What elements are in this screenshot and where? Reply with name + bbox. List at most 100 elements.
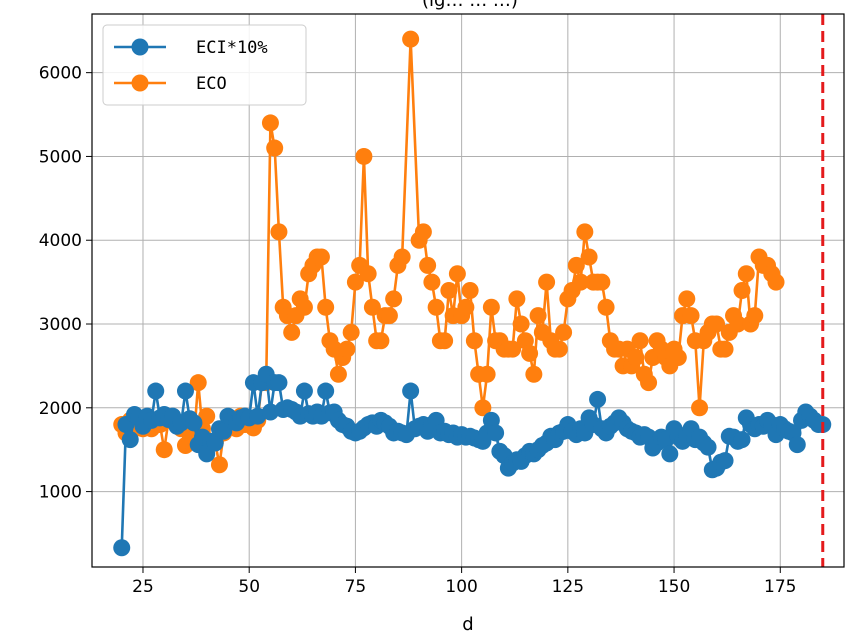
x-tick-label: 50 (238, 577, 260, 597)
data-point (312, 248, 330, 266)
data-point (261, 403, 279, 421)
data-point (261, 114, 279, 132)
data-point (640, 374, 658, 392)
data-point (414, 223, 432, 241)
legend-box (102, 24, 307, 106)
data-point (206, 434, 224, 452)
x-tick-label: 125 (552, 577, 584, 597)
data-point (767, 273, 785, 291)
data-point (504, 340, 522, 358)
series-group (113, 365, 832, 557)
data-point (380, 307, 398, 325)
data-point (189, 374, 207, 392)
data-point (746, 307, 764, 325)
data-point (733, 282, 751, 299)
data-point (372, 332, 390, 350)
data-point (210, 456, 228, 474)
data-point (482, 298, 500, 316)
data-point (448, 265, 466, 283)
data-point (716, 340, 734, 358)
x-tick-label: 25 (132, 577, 154, 597)
data-point (478, 365, 496, 383)
data-point (708, 315, 726, 333)
data-point (572, 273, 590, 291)
data-point (699, 438, 717, 456)
data-point (597, 298, 615, 316)
legend-swatch-marker (131, 38, 149, 56)
x-tick-label: 100 (445, 577, 477, 597)
data-point (270, 374, 288, 392)
legend-swatch-marker (131, 74, 149, 92)
y-tick-label: 2000 (39, 399, 82, 419)
data-point (465, 332, 483, 350)
data-point (185, 414, 203, 432)
data-point (457, 298, 475, 316)
data-point (266, 139, 284, 157)
data-point (113, 539, 131, 557)
data-point (317, 298, 335, 316)
data-point (363, 298, 381, 316)
data-point (147, 382, 165, 400)
data-point (669, 349, 687, 367)
data-point (550, 340, 568, 358)
data-point (508, 290, 526, 308)
data-point (521, 344, 539, 362)
y-tick-label: 3000 (39, 315, 82, 335)
data-point (355, 147, 373, 165)
data-point (317, 382, 335, 400)
data-point (402, 30, 420, 48)
data-point (512, 315, 530, 333)
data-point (631, 332, 649, 350)
data-point (729, 315, 747, 333)
data-point (270, 223, 288, 241)
chart-title: (ig… … …) (422, 0, 518, 11)
data-point (155, 441, 173, 459)
data-point (198, 407, 216, 425)
data-point (385, 290, 403, 308)
x-tick-label: 150 (658, 577, 690, 597)
data-point (338, 340, 356, 358)
legend-label: ECI*10% (196, 38, 268, 58)
data-point (423, 273, 441, 291)
series-layer (113, 30, 832, 557)
plot-frame (91, 13, 845, 568)
data-point (402, 382, 420, 400)
y-tick-label: 4000 (39, 231, 82, 251)
data-point (716, 452, 734, 470)
y-tick-label: 5000 (39, 147, 82, 167)
y-tick-label: 6000 (39, 64, 82, 84)
data-point (661, 445, 679, 463)
data-point (474, 399, 492, 417)
data-point (555, 323, 573, 341)
data-point (342, 323, 360, 341)
data-point (678, 290, 696, 308)
data-point (589, 390, 607, 408)
data-point (461, 282, 479, 299)
x-tick-label: 75 (345, 577, 367, 597)
y-axis-ticks: 1000 2000 3000 4000 5000 6000 (39, 64, 92, 503)
legend-label: ECO (196, 74, 227, 94)
x-tick-label: 175 (764, 577, 796, 597)
data-point (682, 307, 700, 325)
data-point (525, 365, 543, 383)
data-point (121, 431, 139, 449)
x-axis-ticks: 25 50 75 100 125 150 175 (132, 567, 796, 597)
data-point (359, 265, 377, 283)
data-point (419, 256, 437, 274)
data-point (295, 298, 313, 316)
data-point (329, 365, 347, 383)
data-point (176, 382, 194, 400)
x-axis-label: d (462, 614, 473, 635)
data-point (627, 349, 645, 367)
data-point (593, 273, 611, 291)
y-tick-label: 1000 (39, 483, 82, 503)
data-point (788, 436, 806, 454)
data-point (529, 307, 547, 325)
data-point (440, 282, 458, 299)
data-point (691, 399, 709, 417)
legend: ECI*10% ECO (102, 24, 307, 106)
data-point (576, 223, 594, 241)
data-point (538, 273, 556, 291)
data-point (580, 248, 598, 266)
